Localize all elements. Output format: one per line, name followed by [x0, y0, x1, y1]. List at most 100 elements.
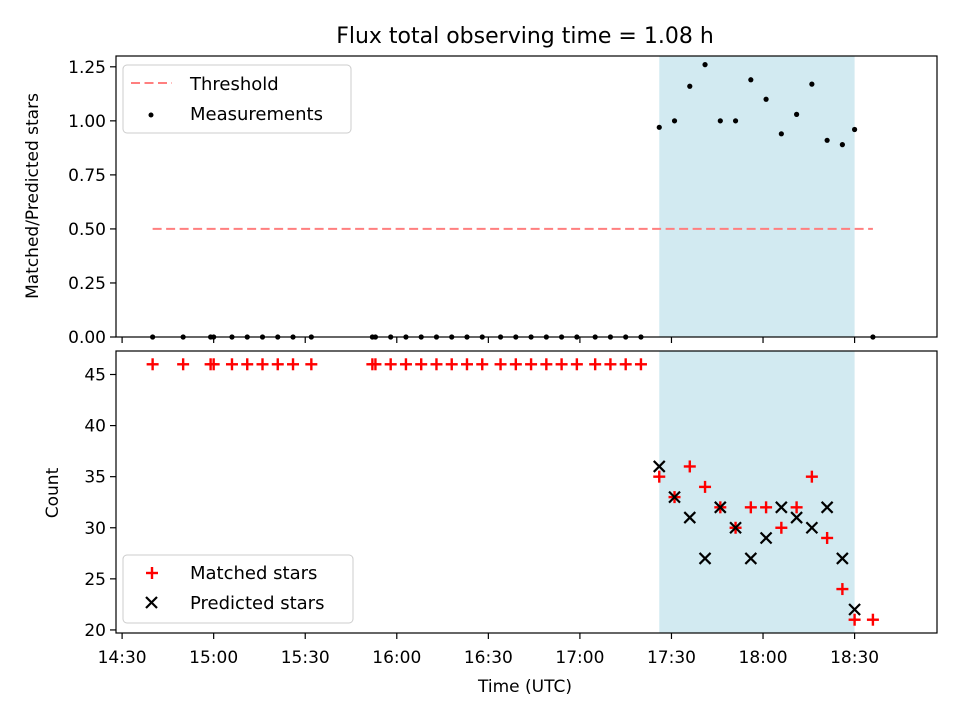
top-shaded-region: [659, 56, 855, 337]
matched-star-point-18: [476, 358, 489, 371]
top-y-tick-label-4: 1.00: [68, 112, 106, 132]
matched-star-point-36: [760, 501, 773, 514]
matched-star-point-11: [369, 358, 382, 371]
bottom-x-tick-label-4: 16:30: [464, 648, 513, 668]
matched-star-point-29: [653, 470, 666, 483]
bottom-y-tick-label-1: 25: [84, 570, 106, 590]
bottom-panel: 20 25 30 35 40 45 14:30 15:00 15:30 16:00 16:30 17…: [43, 350, 938, 697]
matched-star-point-41: [836, 583, 849, 596]
bottom-y-tick-label-2: 30: [84, 519, 106, 539]
measurement-point-35: [748, 77, 754, 83]
predicted-star-mark-b: [836, 552, 849, 565]
predicted-star-point-7: [759, 531, 773, 545]
matched-star-point-39: [805, 470, 818, 483]
bottom-y-tick-label-5: 45: [84, 366, 106, 386]
bottom-x-tick-label-1: 15:00: [189, 648, 238, 668]
top-legend: Threshold Measurements: [122, 64, 352, 134]
bottom-x-axis-label: Time (UTC): [477, 677, 572, 697]
predicted-star-mark-b: [759, 531, 773, 545]
top-y-tick-label-0: 0.00: [68, 328, 106, 348]
measurement-point-39: [809, 81, 815, 87]
legend-matched-label: Matched stars: [190, 563, 317, 584]
bottom-legend-box: [122, 554, 354, 624]
bottom-y-tick-label-4: 40: [84, 417, 106, 437]
measurement-point-30: [671, 118, 678, 124]
top-y-tick-label-3: 0.75: [68, 166, 106, 186]
legend-threshold-label: Threshold: [189, 74, 279, 95]
top-y-tick-label-2: 0.50: [68, 220, 106, 240]
predicted-star-mark-b: [848, 603, 861, 616]
matched-star-point-12: [384, 358, 397, 371]
legend-matched-swatch: [146, 567, 158, 579]
matched-star-point-38: [790, 501, 803, 514]
matched-star-point-5: [241, 358, 254, 371]
predicted-star-mark-b: [820, 501, 834, 514]
bottom-x-tick-label-7: 18:00: [739, 648, 788, 668]
predicted-star-mark-b: [698, 552, 712, 565]
bottom-data-points: [146, 358, 879, 626]
predicted-star-point-8: [775, 501, 788, 514]
predicted-star-point-1: [668, 490, 681, 504]
predicted-star-point-3: [698, 552, 712, 565]
matched-star-point-17: [460, 358, 473, 371]
matched-star-point-13: [399, 358, 412, 371]
matched-star-point-19: [494, 358, 507, 371]
predicted-star-mark-b: [683, 511, 697, 524]
matched-star-point-3: [207, 358, 220, 371]
matched-star-point-42: [848, 613, 861, 626]
predicted-star-mark-b: [668, 490, 681, 504]
bottom-x-tick-label-0: 14:30: [98, 648, 147, 668]
matched-star-point-25: [589, 358, 602, 371]
matched-star-point-16: [445, 358, 458, 371]
predicted-star-point-9: [790, 511, 803, 524]
matched-star-point-21: [525, 358, 538, 371]
legend-measurements-label: Measurements: [190, 104, 323, 125]
bottom-x-axis: 14:30 15:00 15:30 16:00 16:30 17:00 17:30 18:00…: [98, 633, 879, 668]
measurement-point-42: [851, 126, 858, 133]
matched-star-point-8: [287, 358, 300, 371]
legend-measurements-swatch: [148, 112, 154, 118]
matched-star-point-14: [415, 358, 428, 371]
bottom-x-tick-label-5: 17:00: [555, 648, 604, 668]
bottom-x-tick-label-8: 18:30: [830, 648, 879, 668]
top-panel: 0.00 0.25 0.50 0.75 1.00 1.25 Matched/Predict…: [23, 55, 938, 348]
chart-title: Flux total observing time = 1.08 h: [336, 24, 714, 49]
matched-star-point-37: [775, 521, 788, 534]
measurement-point-29: [656, 124, 662, 130]
measurement-point-32: [702, 62, 708, 68]
matched-star-point-15: [430, 358, 443, 371]
predicted-star-mark-b: [790, 511, 803, 524]
bottom-x-tick-label-2: 15:30: [281, 648, 330, 668]
matched-star-point-28: [634, 358, 647, 371]
matched-star-point-27: [619, 358, 632, 371]
top-axes-frame: [115, 55, 938, 338]
matched-star-point-6: [256, 358, 269, 371]
top-legend-box: [122, 64, 352, 134]
predicted-star-mark-b: [744, 552, 758, 565]
bottom-y-axis: 20 25 30 35 40 45: [84, 366, 116, 641]
bottom-shaded-region: [659, 351, 855, 633]
measurement-point-33: [717, 118, 723, 124]
predicted-star-point-12: [836, 552, 849, 565]
bottom-x-tick-label-6: 17:30: [647, 648, 696, 668]
predicted-star-point-10: [805, 521, 819, 535]
top-y-tick-label-1: 0.25: [68, 274, 106, 294]
predicted-star-point-4: [714, 501, 727, 514]
matched-star-point-43: [866, 613, 879, 626]
matched-star-point-22: [540, 358, 553, 371]
predicted-star-point-0: [652, 460, 666, 473]
matched-star-point-26: [604, 358, 617, 371]
matched-star-point-24: [570, 358, 583, 371]
measurement-point-37: [778, 131, 784, 137]
matched-star-point-23: [555, 358, 568, 371]
top-y-tick-label-5: 1.25: [68, 58, 106, 78]
measurement-point-31: [687, 83, 693, 89]
matched-star-point-9: [305, 358, 318, 371]
matched-star-point-20: [509, 358, 522, 371]
matched-star-point-35: [744, 501, 757, 514]
matched-star-point-32: [699, 480, 712, 493]
matched-star-point-40: [821, 531, 834, 544]
predicted-star-mark-b: [805, 521, 819, 535]
measurement-point-34: [732, 118, 739, 124]
measurement-point-38: [794, 111, 800, 117]
